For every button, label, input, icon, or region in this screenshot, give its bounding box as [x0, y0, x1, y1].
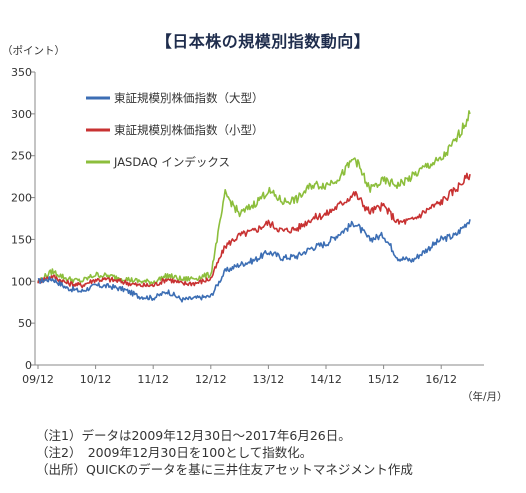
x-tick-label: 09/12 [22, 373, 54, 386]
footnote-2: （注2） 2009年12月30日を100として指数化。 [36, 445, 313, 460]
y-tick-label: 250 [11, 150, 32, 163]
legend-label-1: 東証規模別株価指数（小型） [114, 123, 264, 137]
y-tick-label: 50 [18, 317, 32, 330]
x-axis-unit-label: （年/月） [462, 390, 508, 403]
footnote-1: （注1）データは2009年12月30日～2017年6月26日。 [36, 428, 351, 443]
chart-axes [34, 72, 484, 366]
series-line-1 [37, 172, 471, 289]
x-axis-ticks: 09/12 10/12 11/12 12/12 13/12 14/12 15/12 16/12 [22, 365, 457, 386]
y-tick-label: 0 [25, 359, 32, 372]
y-tick-label: 200 [11, 192, 32, 205]
legend-label-0: 東証規模別株価指数（大型） [114, 91, 264, 105]
x-tick-label: 11/12 [137, 373, 169, 386]
legend-label-2: JASDAQ インデックス [113, 155, 230, 169]
series-line-0 [37, 219, 471, 303]
series-lines [37, 110, 471, 303]
y-axis-ticks: 0 50 100 150 200 250 300 350 [11, 66, 35, 372]
footnotes: （注1）データは2009年12月30日～2017年6月26日。 （注2） 200… [36, 427, 413, 478]
footnote-source: （出所）QUICKのデータを基に三井住友アセットマネジメント作成 [36, 462, 413, 477]
x-tick-label: 12/12 [195, 373, 227, 386]
x-tick-label: 14/12 [310, 373, 342, 386]
chart-title: 【日本株の規模別指数動向】 [155, 32, 371, 51]
x-tick-label: 10/12 [80, 373, 112, 386]
y-tick-label: 350 [11, 66, 32, 79]
x-tick-label: 15/12 [368, 373, 400, 386]
x-tick-label: 13/12 [253, 373, 285, 386]
chart-legend: 東証規模別株価指数（大型） 東証規模別株価指数（小型） JASDAQ インデックス [86, 91, 264, 169]
y-axis-unit-label: （ポイント） [2, 45, 65, 57]
y-tick-label: 300 [11, 108, 32, 121]
y-tick-label: 150 [11, 233, 32, 246]
series-line-2 [37, 110, 471, 286]
x-tick-label: 16/12 [425, 373, 457, 386]
y-tick-label: 100 [11, 275, 32, 288]
